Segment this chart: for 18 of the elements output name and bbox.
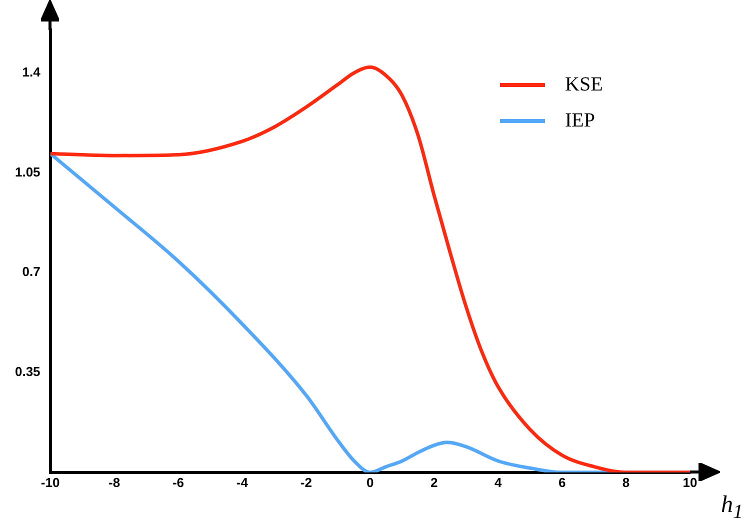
x-axis-title: h$_{1}$ bbox=[721, 492, 743, 524]
x-tick-label: -8 bbox=[108, 474, 120, 490]
x-tick-label: 8 bbox=[622, 474, 630, 490]
x-tick-label: -2 bbox=[300, 474, 312, 490]
x-tick-label: 4 bbox=[494, 474, 502, 490]
x-tick-label: 6 bbox=[558, 474, 566, 490]
y-tick-label: 1.4 bbox=[22, 64, 42, 80]
x-tick-label: -6 bbox=[172, 474, 184, 490]
x-tick-label: -10 bbox=[40, 474, 60, 490]
legend-label: KSE bbox=[565, 73, 603, 96]
y-tick-label: 0.35 bbox=[14, 364, 40, 380]
y-tick-label: 1.05 bbox=[14, 164, 40, 180]
legend-label: IEP bbox=[565, 109, 595, 132]
x-tick-label: 2 bbox=[430, 474, 438, 490]
y-tick-label: 0.7 bbox=[22, 264, 40, 280]
x-tick-label: 0 bbox=[366, 474, 374, 490]
x-tick-label: -4 bbox=[236, 474, 249, 490]
x-tick-label: 10 bbox=[682, 474, 698, 490]
